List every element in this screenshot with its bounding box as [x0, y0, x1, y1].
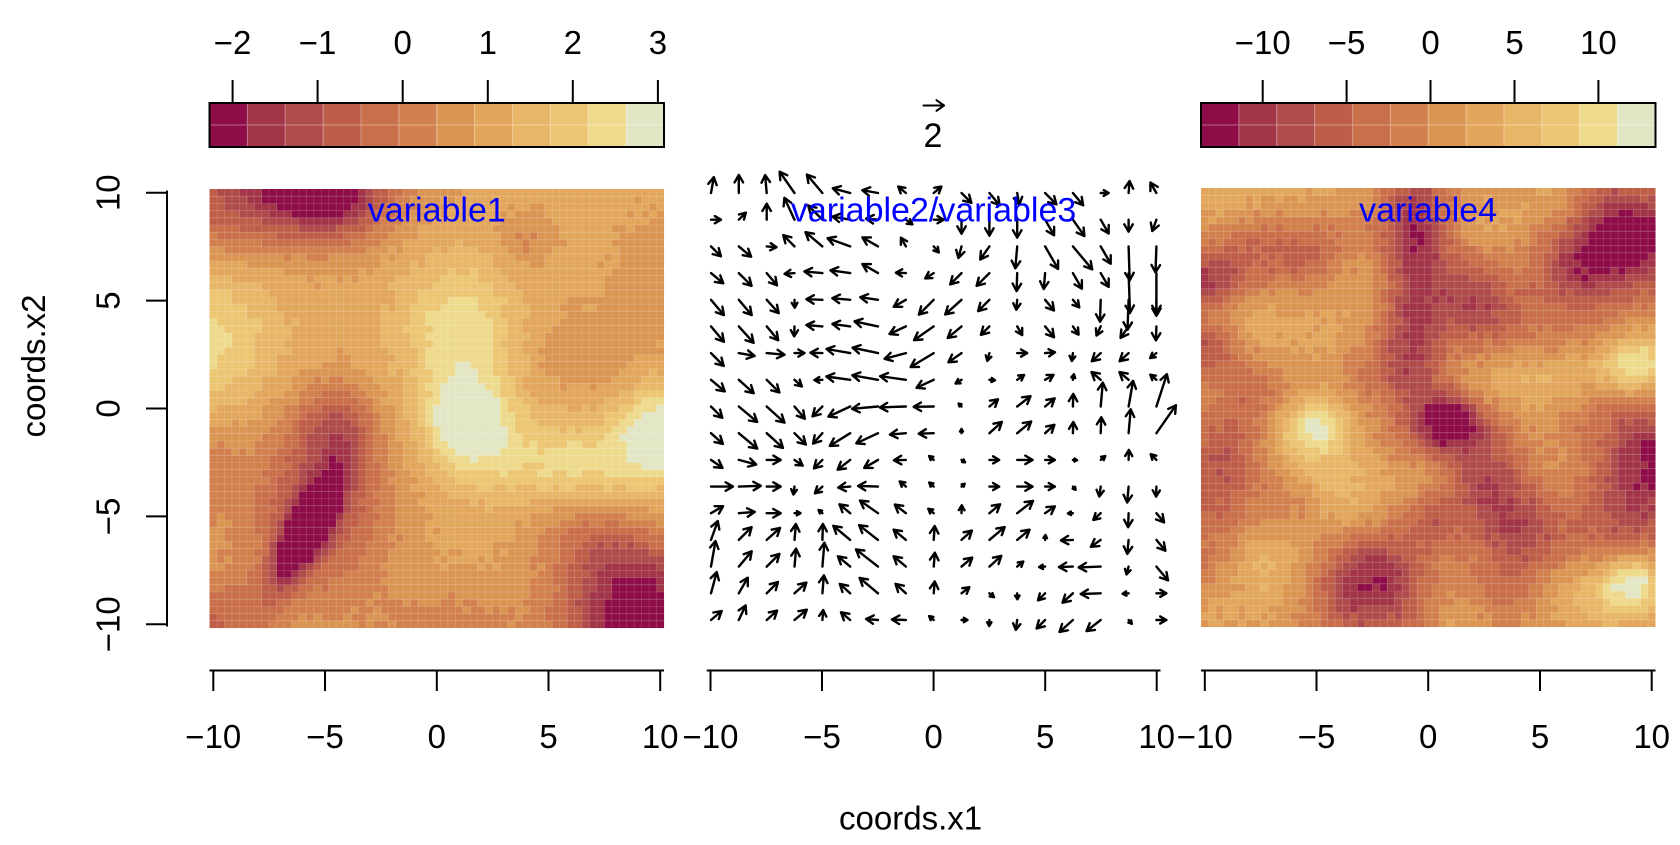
- svg-text:0: 0: [924, 718, 942, 755]
- svg-text:−5: −5: [803, 718, 841, 755]
- svg-text:−5: −5: [306, 718, 344, 755]
- svg-text:coords.x1: coords.x1: [839, 800, 982, 837]
- svg-text:0: 0: [90, 399, 127, 417]
- svg-text:−5: −5: [90, 498, 127, 536]
- svg-text:5: 5: [539, 718, 557, 755]
- svg-text:0: 0: [1421, 24, 1439, 61]
- svg-text:10: 10: [1633, 718, 1670, 755]
- svg-text:−5: −5: [1298, 718, 1336, 755]
- svg-text:5: 5: [1531, 718, 1549, 755]
- svg-text:−10: −10: [1235, 24, 1291, 61]
- svg-text:−10: −10: [185, 718, 241, 755]
- svg-text:2: 2: [564, 24, 582, 61]
- svg-text:10: 10: [1580, 24, 1617, 61]
- svg-text:10: 10: [90, 174, 127, 211]
- svg-text:1: 1: [479, 24, 497, 61]
- svg-text:−1: −1: [299, 24, 337, 61]
- svg-text:3: 3: [649, 24, 667, 61]
- svg-text:10: 10: [1138, 718, 1175, 755]
- svg-text:2: 2: [924, 117, 943, 155]
- svg-text:variable4: variable4: [1359, 192, 1497, 230]
- svg-text:5: 5: [1036, 718, 1054, 755]
- svg-text:0: 0: [1419, 718, 1437, 755]
- svg-text:0: 0: [428, 718, 446, 755]
- svg-text:0: 0: [394, 24, 412, 61]
- svg-text:variable1: variable1: [368, 192, 506, 230]
- svg-text:−10: −10: [90, 596, 127, 652]
- svg-text:−5: −5: [1328, 24, 1366, 61]
- svg-text:coords.x2: coords.x2: [15, 294, 52, 437]
- svg-text:5: 5: [1505, 24, 1523, 61]
- svg-text:−2: −2: [214, 24, 252, 61]
- svg-text:5: 5: [90, 291, 127, 309]
- svg-text:variable2/variable3: variable2/variable3: [791, 192, 1076, 230]
- svg-text:10: 10: [642, 718, 679, 755]
- svg-text:−10: −10: [1177, 718, 1233, 755]
- svg-text:−10: −10: [683, 718, 739, 755]
